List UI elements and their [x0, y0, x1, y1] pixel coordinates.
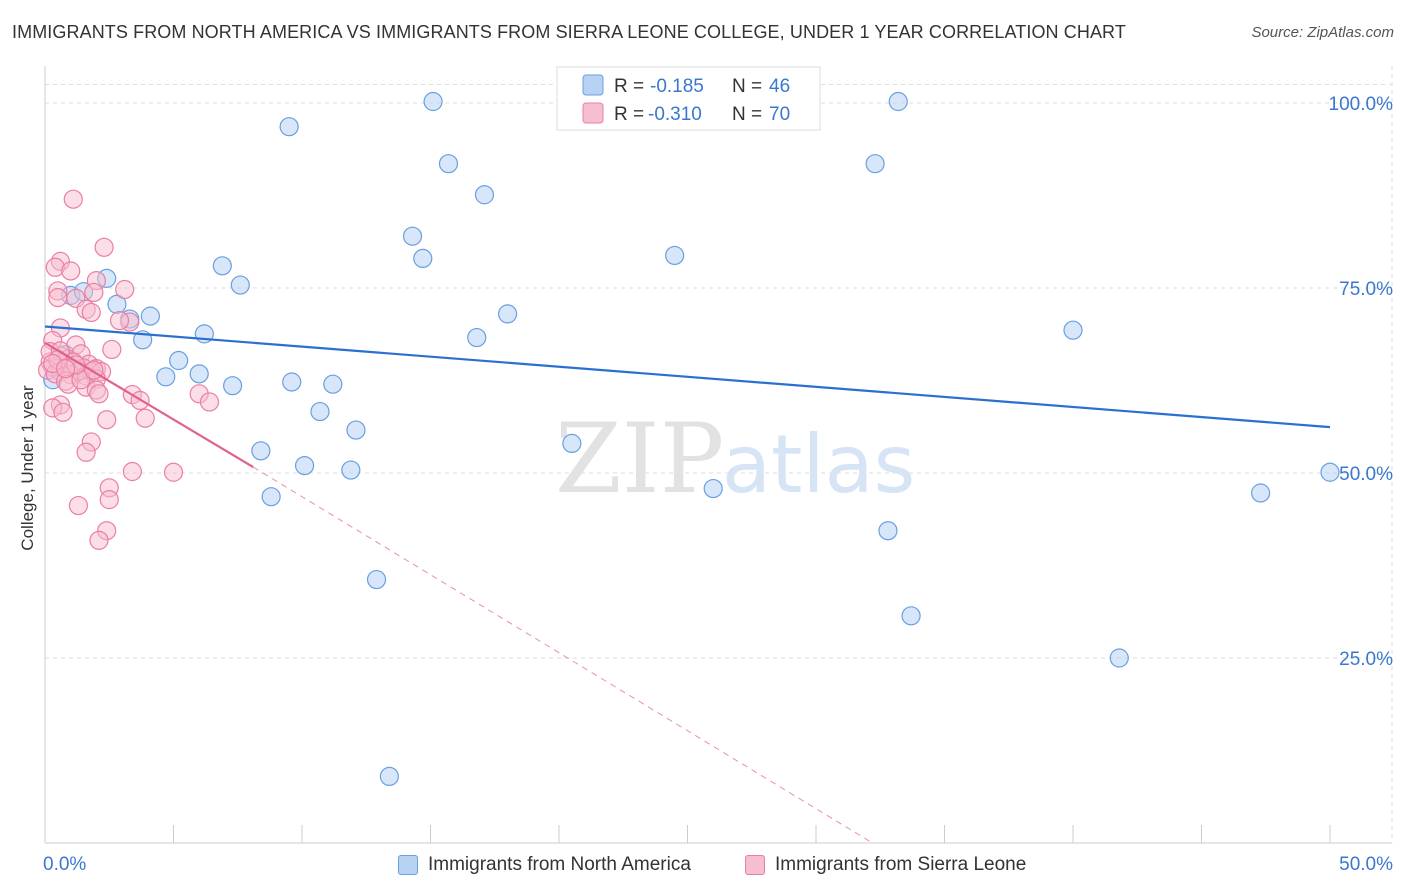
y-tick-label-0: 25.0% [1339, 649, 1393, 670]
legend-item-north-america: Immigrants from North America [398, 852, 691, 878]
trend-lines [44, 325, 1331, 844]
y-axis-label: College, Under 1 year [18, 385, 37, 551]
y-tick-labels: 25.0% 50.0% 75.0% 100.0% [1329, 94, 1394, 670]
point-s0-39 [878, 521, 898, 541]
gridlines [45, 66, 1393, 843]
point-s0-18 [467, 327, 487, 348]
legend-r-value-2: -0.310 [648, 104, 702, 125]
point-s0-41 [901, 606, 921, 626]
point-s0-2 [279, 117, 299, 137]
point-s0-40 [366, 569, 387, 590]
data-points [37, 91, 1340, 787]
point-s0-33 [294, 456, 315, 476]
legend-n-value-2: 70 [769, 104, 790, 125]
point-s1-53 [122, 461, 142, 482]
point-s0-4 [865, 154, 885, 174]
point-s0-28 [346, 420, 366, 440]
x-tick-label-0: 0.0% [43, 854, 86, 875]
point-s1-9 [48, 288, 68, 308]
legend-label-north-america: Immigrants from North America [428, 854, 691, 875]
x-tick-labels: 0.0% 50.0% [43, 854, 1393, 875]
point-s1-45 [199, 392, 220, 412]
point-s1-43 [89, 384, 109, 404]
point-s0-11 [230, 275, 250, 295]
point-s0-36 [703, 478, 723, 499]
point-s0-42 [1109, 648, 1129, 668]
point-s0-19 [1063, 320, 1083, 340]
point-s0-25 [282, 372, 302, 392]
trend-line-sierra-leone-extension [252, 466, 873, 844]
point-s1-6 [115, 279, 135, 300]
point-s0-0 [423, 91, 443, 112]
watermark-zip: ZIP [555, 403, 724, 515]
legend-swatch-north-america [398, 855, 418, 875]
point-s1-4 [61, 261, 81, 281]
watermark: ZIP atlas [555, 403, 915, 515]
point-s0-38 [261, 487, 281, 507]
legend-n-label-2: N = [732, 104, 762, 125]
point-s0-26 [323, 374, 343, 394]
point-s0-9 [212, 256, 232, 276]
legend-r-label-2: R = [614, 104, 644, 125]
point-s1-54 [163, 462, 184, 482]
trend-line-sierra-leone [44, 341, 254, 469]
legend-r-label-1: R = [614, 76, 644, 97]
point-s0-16 [498, 304, 518, 324]
point-s0-1 [888, 91, 908, 112]
legend-n-label-1: N = [732, 76, 762, 97]
point-s0-37 [1251, 483, 1271, 503]
point-s1-48 [53, 402, 73, 422]
bottom-legend: Immigrants from North America Immigrants… [0, 852, 1406, 878]
point-s1-59 [89, 530, 109, 550]
point-s0-34 [341, 460, 361, 480]
point-s0-22 [189, 364, 209, 384]
trend-line-north-america [44, 325, 1331, 429]
chart-title: IMMIGRANTS FROM NORTH AMERICA VS IMMIGRA… [12, 22, 1126, 42]
point-s0-21 [169, 350, 189, 371]
point-s1-52 [76, 442, 96, 462]
legend-swatch-sierra-leone [745, 855, 765, 875]
point-s0-15 [140, 306, 160, 326]
point-s0-32 [562, 433, 582, 453]
point-s0-27 [310, 401, 330, 422]
legend-swatch-blue [582, 74, 604, 96]
point-s0-23 [156, 367, 176, 387]
point-s0-5 [474, 185, 495, 205]
point-s1-69 [55, 359, 76, 379]
point-s0-6 [402, 226, 423, 246]
point-s0-43 [379, 766, 399, 787]
point-s1-1 [94, 237, 114, 257]
point-s0-8 [665, 245, 685, 266]
point-s1-63 [109, 310, 130, 331]
legend-item-sierra-leone: Immigrants from Sierra Leone [745, 852, 1026, 878]
legend-swatch-pink [582, 102, 604, 124]
legend-r-value-1: -0.185 [650, 76, 704, 97]
point-s0-24 [223, 376, 243, 396]
y-tick-label-1: 50.0% [1339, 464, 1393, 485]
point-s0-7 [413, 248, 433, 268]
axes [44, 66, 1392, 844]
point-s0-3 [438, 154, 459, 174]
point-s0-31 [251, 441, 271, 461]
y-tick-label-2: 75.0% [1339, 279, 1393, 300]
point-s1-56 [99, 490, 119, 510]
point-s1-8 [84, 282, 104, 303]
legend-box: R = -0.185 N = 46 R = -0.310 N = 70 [556, 66, 821, 131]
x-tick-label-1: 50.0% [1339, 854, 1393, 875]
legend-n-value-1: 46 [769, 76, 790, 97]
point-s1-17 [102, 339, 122, 360]
source-label: Source: ZipAtlas.com [1251, 24, 1394, 41]
y-tick-label-3: 100.0% [1329, 94, 1394, 115]
point-s1-50 [97, 410, 117, 430]
point-s1-12 [81, 302, 101, 323]
point-s0-35 [1320, 462, 1340, 482]
watermark-atlas: atlas [722, 418, 915, 511]
point-s1-57 [68, 495, 89, 516]
point-s1-49 [135, 408, 155, 428]
legend-label-sierra-leone: Immigrants from Sierra Leone [775, 854, 1027, 875]
point-s1-0 [63, 189, 83, 209]
